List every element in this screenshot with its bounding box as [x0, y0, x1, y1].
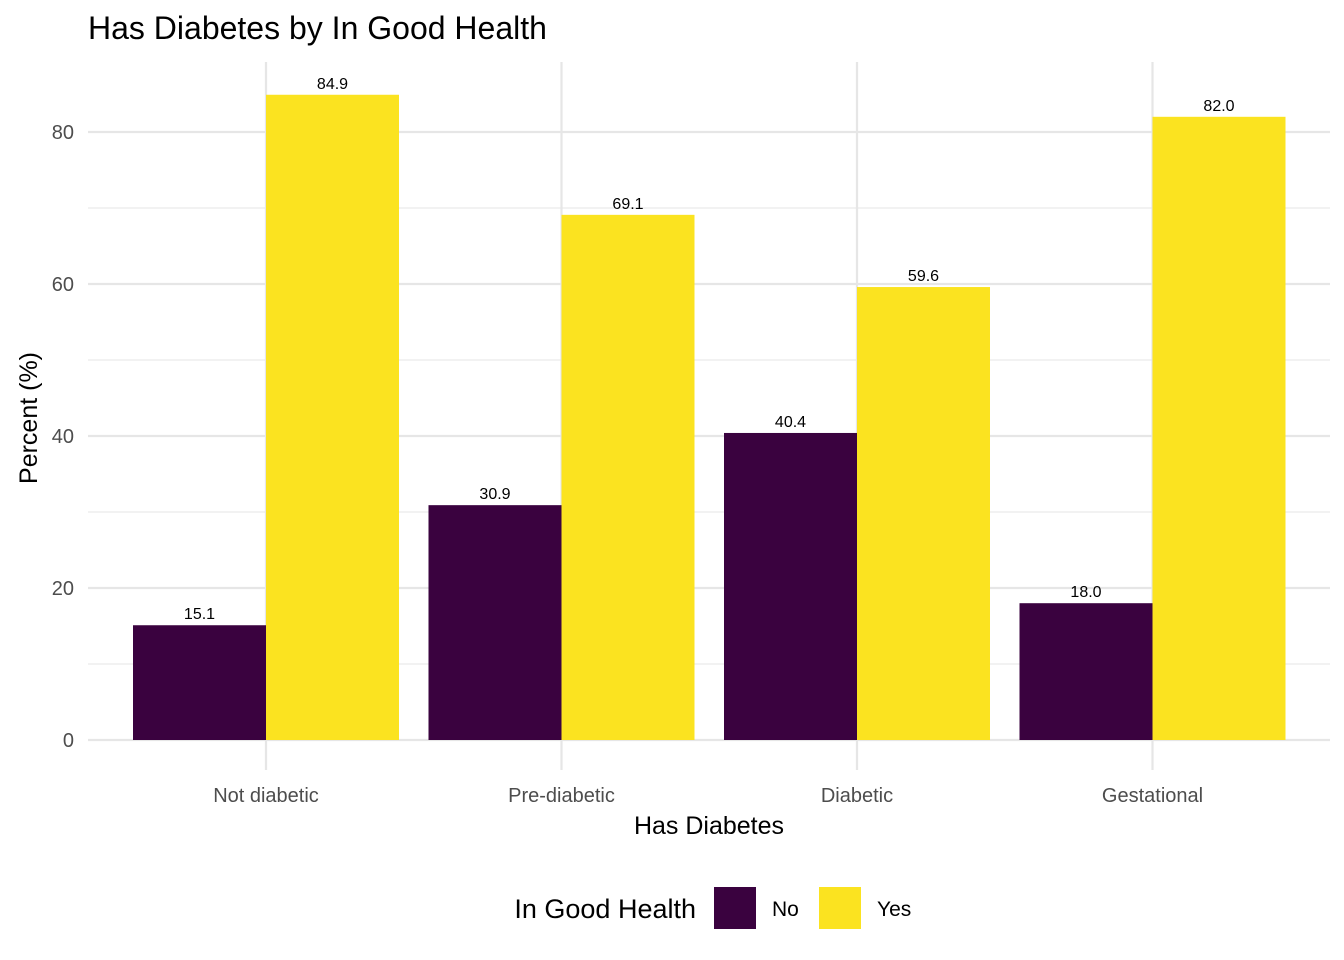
bar-label-gestational-yes: 82.0 — [1203, 98, 1234, 115]
bar-diabetic-yes — [857, 287, 990, 740]
y-tick-label: 20 — [52, 578, 74, 600]
bar-gestational-yes — [1152, 116, 1286, 741]
bars — [133, 94, 1286, 741]
x-tick-label: Pre-diabetic — [508, 785, 615, 807]
bar-labels: 15.1 84.9 30.9 69.1 40.4 59.6 18.0 82.0 — [184, 76, 1235, 623]
legend: In Good Health No Yes — [514, 887, 911, 929]
y-tick-label: 60 — [52, 274, 74, 296]
x-axis-title: Has Diabetes — [634, 812, 784, 840]
legend-swatch-no — [714, 887, 756, 929]
x-tick-label: Not diabetic — [213, 785, 319, 807]
bar-label-pre-diabetic-no: 30.9 — [479, 486, 510, 503]
bar-pre-diabetic-yes — [561, 214, 695, 741]
x-tick-label: Gestational — [1102, 785, 1203, 807]
y-tick-label: 40 — [52, 426, 74, 448]
bar-gestational-no — [1019, 603, 1153, 740]
bar-not-diabetic-no — [133, 625, 266, 740]
bar-diabetic-no — [724, 432, 857, 740]
bar-label-diabetic-yes: 59.6 — [908, 268, 939, 285]
bar-label-pre-diabetic-yes: 69.1 — [612, 196, 643, 213]
legend-label-no: No — [772, 898, 799, 921]
y-axis-ticks: 0 20 40 60 80 — [52, 122, 74, 752]
chart-title: Has Diabetes by In Good Health — [88, 10, 547, 46]
y-axis-title: Percent (%) — [15, 352, 43, 484]
bar-label-diabetic-no: 40.4 — [775, 414, 806, 431]
bar-label-not-diabetic-yes: 84.9 — [317, 76, 348, 93]
x-tick-label: Diabetic — [821, 785, 893, 807]
legend-title: In Good Health — [514, 894, 696, 924]
legend-swatch-yes — [819, 887, 861, 929]
legend-label-yes: Yes — [877, 898, 911, 921]
bar-label-gestational-no: 18.0 — [1070, 584, 1101, 601]
x-axis-ticks: Not diabetic Pre-diabetic Diabetic Gestatio… — [213, 785, 1203, 807]
bar-pre-diabetic-no — [428, 505, 562, 740]
y-tick-label: 0 — [63, 730, 74, 752]
y-tick-label: 80 — [52, 122, 74, 144]
bar-not-diabetic-yes — [266, 94, 399, 740]
bar-label-not-diabetic-no: 15.1 — [184, 606, 215, 623]
